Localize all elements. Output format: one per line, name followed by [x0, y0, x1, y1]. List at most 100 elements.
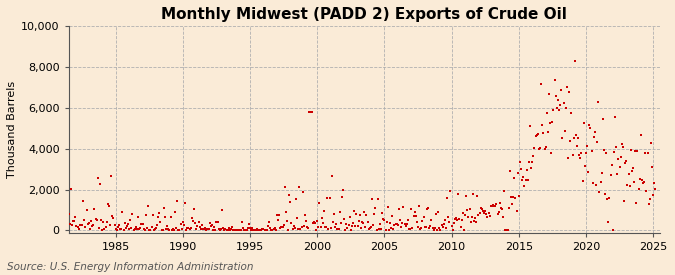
Point: [236, 228, 246, 232]
Point: [539, 147, 550, 151]
Point: [193, 220, 204, 224]
Point: [63, 212, 74, 217]
Point: [246, 228, 256, 232]
Point: [140, 212, 151, 217]
Point: [456, 218, 467, 222]
Point: [611, 145, 622, 150]
Point: [266, 228, 277, 232]
Point: [597, 117, 608, 122]
Point: [501, 228, 512, 233]
Point: [464, 207, 475, 211]
Point: [136, 222, 147, 227]
Point: [86, 219, 97, 223]
Point: [554, 108, 564, 112]
Point: [130, 225, 141, 229]
Point: [406, 207, 416, 211]
Point: [509, 176, 520, 180]
Point: [69, 219, 80, 223]
Point: [594, 190, 605, 194]
Point: [648, 193, 659, 198]
Point: [159, 206, 169, 210]
Point: [423, 206, 433, 210]
Point: [109, 223, 120, 227]
Point: [205, 221, 215, 225]
Point: [426, 218, 437, 222]
Point: [555, 103, 566, 107]
Point: [410, 213, 421, 218]
Point: [182, 226, 193, 230]
Point: [633, 187, 644, 191]
Point: [91, 218, 102, 223]
Point: [533, 131, 543, 136]
Point: [287, 227, 298, 231]
Point: [370, 206, 381, 210]
Point: [589, 134, 599, 139]
Point: [564, 90, 574, 94]
Point: [526, 165, 537, 170]
Point: [482, 214, 493, 219]
Point: [351, 212, 362, 216]
Point: [625, 148, 636, 153]
Point: [589, 130, 600, 135]
Point: [290, 226, 300, 230]
Point: [151, 226, 161, 231]
Point: [162, 223, 173, 228]
Point: [358, 221, 369, 225]
Point: [551, 106, 562, 111]
Point: [512, 171, 523, 175]
Point: [608, 228, 618, 233]
Point: [74, 227, 84, 232]
Point: [584, 123, 595, 128]
Point: [208, 227, 219, 232]
Point: [120, 226, 131, 230]
Point: [346, 224, 357, 228]
Point: [580, 151, 591, 155]
Point: [334, 209, 345, 214]
Point: [453, 192, 464, 196]
Point: [146, 225, 157, 229]
Point: [240, 228, 251, 233]
Point: [249, 228, 260, 233]
Point: [92, 176, 103, 180]
Point: [433, 210, 443, 214]
Point: [444, 219, 455, 224]
Point: [485, 204, 496, 208]
Point: [180, 200, 190, 205]
Point: [352, 224, 363, 229]
Point: [225, 227, 236, 231]
Point: [382, 205, 393, 209]
Point: [127, 211, 138, 216]
Point: [346, 227, 356, 232]
Point: [529, 146, 540, 151]
Point: [620, 161, 630, 165]
Point: [455, 224, 466, 229]
Point: [125, 218, 136, 222]
Point: [477, 209, 488, 213]
Point: [278, 222, 289, 227]
Point: [232, 228, 242, 232]
Point: [628, 180, 639, 184]
Point: [645, 141, 656, 146]
Point: [614, 165, 625, 169]
Point: [113, 225, 124, 229]
Point: [392, 222, 402, 226]
Point: [319, 208, 329, 213]
Point: [139, 228, 150, 232]
Point: [119, 221, 130, 226]
Point: [103, 204, 114, 208]
Point: [310, 228, 321, 232]
Point: [380, 228, 391, 232]
Point: [452, 218, 462, 223]
Point: [502, 228, 513, 233]
Point: [558, 101, 569, 105]
Point: [461, 194, 472, 198]
Point: [82, 222, 93, 226]
Point: [327, 220, 338, 224]
Point: [595, 180, 606, 184]
Point: [133, 214, 144, 219]
Point: [210, 228, 221, 232]
Point: [462, 207, 472, 212]
Point: [322, 196, 333, 200]
Point: [416, 226, 427, 230]
Point: [171, 226, 182, 230]
